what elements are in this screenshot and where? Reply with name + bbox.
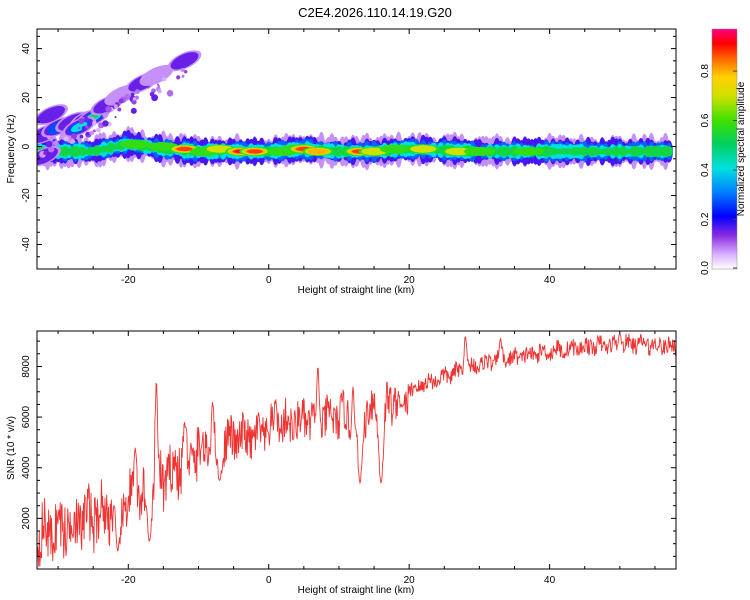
- heatmap-speckle: [132, 97, 136, 101]
- heatmap-speckle: [162, 77, 167, 82]
- bottom-x-tick-label: 40: [544, 575, 556, 586]
- heatmap-speckle: [102, 112, 109, 119]
- heatmap-hot-spot: [410, 145, 437, 153]
- heatmap-speckle: [105, 106, 112, 113]
- heatmap-hot-spot: [307, 148, 329, 155]
- heatmap-speckle: [135, 89, 140, 94]
- heatmap-speckle: [149, 92, 155, 97]
- heatmap-speckle: [130, 107, 137, 114]
- colorbar: [712, 29, 737, 269]
- heatmap-speckle: [89, 130, 95, 136]
- heatmap-band-cell: [665, 146, 673, 157]
- bottom-x-tick-label: 0: [266, 575, 272, 586]
- heatmap-speckle: [53, 140, 59, 146]
- heatmap-speckle: [92, 120, 97, 126]
- top-y-tick-label: 20: [21, 92, 32, 104]
- heatmap-hot-spot: [246, 149, 263, 154]
- top-x-tick-label: 20: [404, 275, 416, 286]
- heatmap-speckle: [79, 134, 84, 139]
- heatmap-speckle: [70, 139, 76, 144]
- bottom-y-tick-label: 2000: [21, 507, 32, 530]
- colorbar-tick-label: 0.6: [700, 113, 711, 127]
- heatmap-speckle: [113, 104, 118, 108]
- heatmap-speckle: [181, 74, 185, 78]
- bottom-plot-area: [37, 331, 676, 569]
- top-y-tick-label: 40: [21, 43, 32, 55]
- colorbar-tick-label: 0.4: [700, 163, 711, 177]
- top-plot-frame: [36, 28, 677, 270]
- top-y-tick-label: 0: [21, 143, 32, 149]
- heatmap-speckle: [147, 86, 150, 89]
- top-x-tick-label: 0: [266, 275, 272, 286]
- heatmap-speckle: [45, 140, 53, 148]
- heatmap-speckle: [77, 126, 81, 130]
- bottom-axis-ticks: -20 0 20 40 2000 4000 6000 8000: [21, 331, 676, 586]
- top-axis-ticks: -20 0 20 40 40 20 0 -20 -40: [21, 29, 676, 286]
- heatmap-speckle: [124, 93, 131, 100]
- heatmap-diagonal-cell: [139, 65, 174, 86]
- heatmap-speckle: [117, 107, 122, 112]
- top-x-axis-label: Height of straight line (km): [298, 285, 415, 296]
- heatmap-speckle: [81, 126, 86, 131]
- bottom-x-axis-label: Height of straight line (km): [298, 585, 415, 596]
- heatmap-speckle: [130, 92, 135, 97]
- colorbar-tick-label: 0.2: [700, 212, 711, 226]
- heatmap-speckle: [184, 70, 188, 74]
- heatmap-speckle: [151, 88, 156, 94]
- heatmap-speckle: [114, 116, 117, 119]
- colorbar-tick-label: 0.0: [700, 261, 711, 275]
- heatmap-speckle: [47, 135, 51, 140]
- bottom-x-tick-label: -20: [121, 575, 136, 586]
- heatmap-hot-spot: [464, 147, 495, 156]
- heatmap-diagonal-cell: [170, 52, 199, 70]
- colorbar-label: Normalized spectral amplitude: [736, 81, 747, 216]
- heatmap-speckle: [180, 67, 185, 73]
- heatmap-diagonal-cell: [37, 106, 65, 124]
- heatmap-speckle: [43, 151, 48, 156]
- bottom-plot-frame: [36, 330, 677, 570]
- heatmap-layer: [37, 50, 673, 171]
- bottom-y-tick-label: 4000: [21, 456, 32, 479]
- heatmap-speckle: [85, 132, 90, 136]
- bottom-y-tick-label: 6000: [21, 406, 32, 429]
- heatmap-speckle: [118, 98, 124, 104]
- bottom-y-axis-label: SNR (10 * v/v): [6, 416, 17, 480]
- heatmap-speckle: [166, 90, 174, 97]
- heatmap-hot-spot: [176, 146, 193, 152]
- bottom-x-tick-label: 20: [404, 575, 416, 586]
- heatmap-hot-spot: [379, 144, 411, 154]
- colorbar-ticks: 0.0 0.2 0.4 0.6 0.8: [700, 64, 737, 275]
- snr-series-line: [37, 332, 676, 567]
- heatmap-speckle: [157, 85, 160, 88]
- chart-title: C2E4.2026.110.14.19.G20: [298, 5, 452, 20]
- heatmap-speckle: [131, 99, 137, 105]
- heatmap-speckle: [63, 136, 69, 142]
- colorbar-tick-label: 0.8: [700, 64, 711, 78]
- heatmap-speckle: [83, 116, 89, 121]
- top-y-tick-label: -40: [21, 237, 32, 252]
- heatmap-speckle: [157, 89, 162, 94]
- top-y-axis-label: Frequency (Hz): [6, 115, 17, 184]
- top-y-tick-label: -20: [21, 188, 32, 203]
- heatmap-hot-spot: [513, 147, 544, 156]
- top-x-tick-label: -20: [121, 275, 136, 286]
- bottom-y-tick-label: 8000: [21, 355, 32, 378]
- heatmap-hot-spot: [445, 147, 472, 156]
- heatmap-hot-spot: [119, 139, 151, 149]
- heatmap-speckle: [78, 118, 85, 124]
- heatmap-speckle: [176, 75, 181, 80]
- top-x-tick-label: 40: [544, 275, 556, 286]
- heatmap-speckle: [102, 120, 109, 127]
- colorbar-frame: [711, 28, 738, 270]
- heatmap-speckle: [96, 127, 101, 133]
